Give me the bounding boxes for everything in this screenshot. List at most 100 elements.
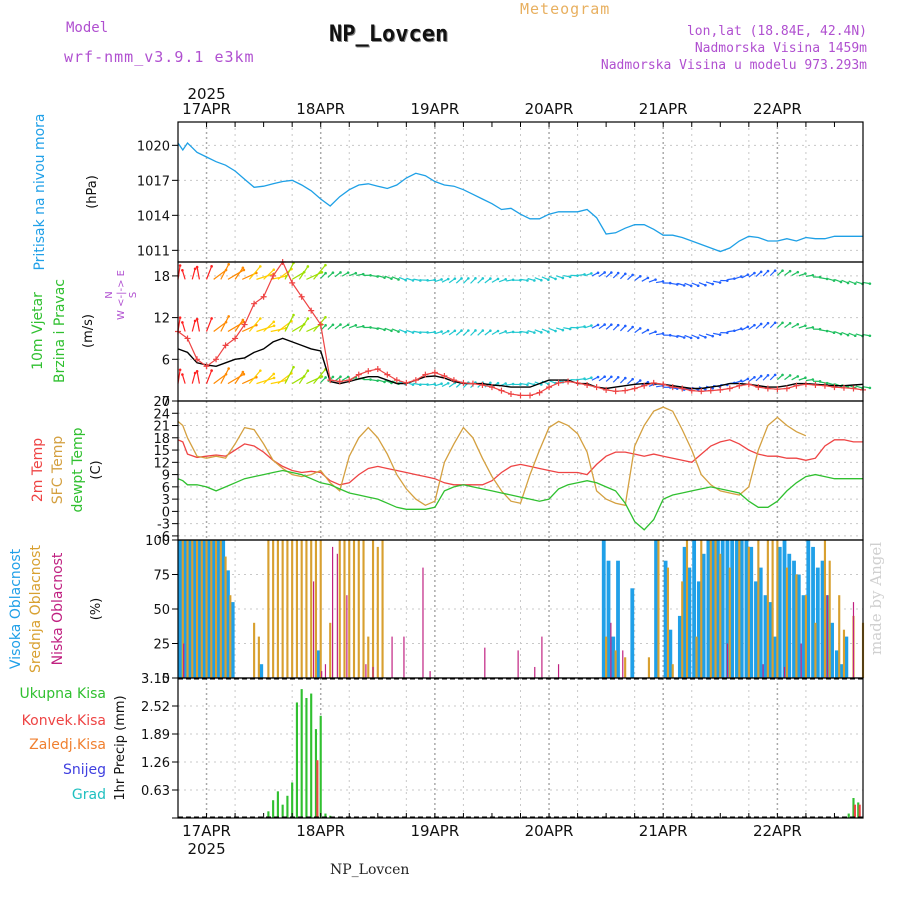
cloud-bar — [762, 664, 764, 678]
wind-arrow-head — [631, 377, 634, 381]
wind-arrow-head — [568, 275, 572, 279]
day-label-top: 19APR — [410, 100, 459, 118]
wind-arrow-head — [526, 279, 529, 282]
wind-arrow-head — [788, 322, 792, 325]
precip-tick-label: 2.52 — [141, 700, 170, 715]
wind-arrow — [227, 269, 245, 280]
cloud-bar — [332, 546, 334, 678]
pressure-tick-label: 1020 — [137, 139, 170, 154]
wind-arrow-head — [227, 315, 230, 318]
wind-gust-marker — [374, 366, 381, 373]
wind-arrow-head — [753, 375, 756, 379]
cloud-bar — [773, 636, 777, 678]
wind-arrow — [191, 372, 196, 384]
temp-series-line-2 — [177, 469, 863, 531]
wind-arrow-head — [781, 269, 784, 272]
cloud-bar — [286, 540, 289, 678]
temperature-tick-label: 27 — [153, 395, 170, 410]
wind-arrow-head — [616, 271, 620, 275]
wind-arrow — [234, 319, 244, 332]
wind-arrow-head — [711, 387, 715, 390]
wind-arrow — [205, 266, 213, 280]
wind-tick-label: 18 — [153, 270, 170, 285]
wind-arrow-head — [339, 271, 342, 274]
wind-arrow-head — [759, 374, 763, 378]
wind-arrow-head — [178, 316, 182, 319]
cloud-bar — [785, 567, 788, 678]
wind-arrow-head — [331, 375, 335, 379]
wind-gust-marker — [251, 300, 258, 307]
wind-arrow-head — [193, 371, 197, 375]
cloud-bar — [422, 567, 424, 678]
wind-gust-marker — [308, 307, 315, 314]
day-label-bottom: 17APR — [182, 822, 231, 840]
wind-gust-marker — [431, 369, 438, 376]
wind-arrow-head — [846, 333, 850, 337]
cloud-bar — [795, 574, 798, 678]
wind-arrow — [270, 327, 287, 333]
wind-arrow-head — [804, 324, 807, 327]
cloud-bar — [687, 567, 692, 678]
wind-arrow-head — [811, 273, 815, 277]
cloud-bar — [295, 540, 298, 678]
wind-arrow-head — [654, 330, 657, 334]
wind-arrow-head — [460, 329, 463, 332]
precip-legend-3: Snijeg — [63, 762, 106, 778]
model-label: Model — [66, 20, 109, 36]
cloud-bar — [811, 546, 815, 678]
wind-unit: (m/s) — [81, 314, 96, 348]
cloud-bar — [668, 629, 673, 678]
cloud-bar — [838, 595, 841, 678]
wind-dir-n: N — [104, 291, 115, 298]
wind-gust-marker — [850, 385, 857, 392]
wind-arrow-head — [846, 281, 850, 285]
cloud-bar — [207, 540, 211, 678]
cloud-bar — [183, 643, 185, 678]
wind-arrow-head — [554, 329, 557, 333]
wind-gust-marker — [622, 387, 629, 394]
wind-arrow — [220, 316, 230, 332]
wind-arrow-head — [193, 319, 197, 323]
wind-arrow-head — [433, 278, 436, 282]
wind-gust-marker — [507, 391, 514, 398]
wind-arrow-head — [306, 317, 310, 320]
wind-arrow — [191, 320, 196, 332]
precip-bar — [295, 702, 298, 818]
wind-arrow-head — [195, 265, 199, 269]
wind-gust-marker — [650, 379, 657, 386]
wind-arrow-head — [781, 321, 784, 325]
wind-arrow-head — [788, 269, 792, 273]
cloud-bar — [211, 540, 216, 678]
wind-arrow-head — [339, 323, 342, 326]
wind-gust-marker — [336, 378, 343, 385]
cloud-high-title: Visoka Oblacnost — [8, 548, 24, 669]
cloud-bar — [343, 540, 346, 678]
cloud-bar — [681, 581, 684, 678]
precip-bar — [310, 693, 313, 818]
wind-gust-marker — [403, 379, 410, 386]
wind-gust-marker — [612, 388, 619, 395]
wind-arrow-head — [839, 280, 843, 284]
cloud-bar — [314, 540, 318, 678]
precip-unit: 1hr Precip (mm) — [113, 695, 128, 800]
cloud-bar — [730, 540, 735, 678]
wind-arrow — [291, 271, 305, 280]
wind-arrow-head — [320, 375, 324, 378]
wind-gust-marker — [631, 385, 638, 392]
wind-arrow-head — [718, 281, 722, 284]
wind-tick-label: 0 — [162, 395, 170, 410]
cloud-bar — [202, 540, 207, 678]
cloud-bar — [701, 553, 706, 678]
cloud-bar — [221, 540, 226, 678]
cloud-bar — [842, 629, 846, 678]
wind-arrow-head — [533, 279, 536, 282]
wind-arrow — [234, 371, 244, 384]
wind-arrow-head — [781, 373, 784, 377]
cloud-tick-label: 0 — [162, 672, 170, 687]
wind-gust-marker — [717, 386, 724, 393]
wind-arrow-head — [474, 329, 477, 332]
wind-gust-marker — [831, 384, 838, 391]
wind-arrow — [205, 318, 213, 332]
cloud-bar — [828, 560, 831, 678]
